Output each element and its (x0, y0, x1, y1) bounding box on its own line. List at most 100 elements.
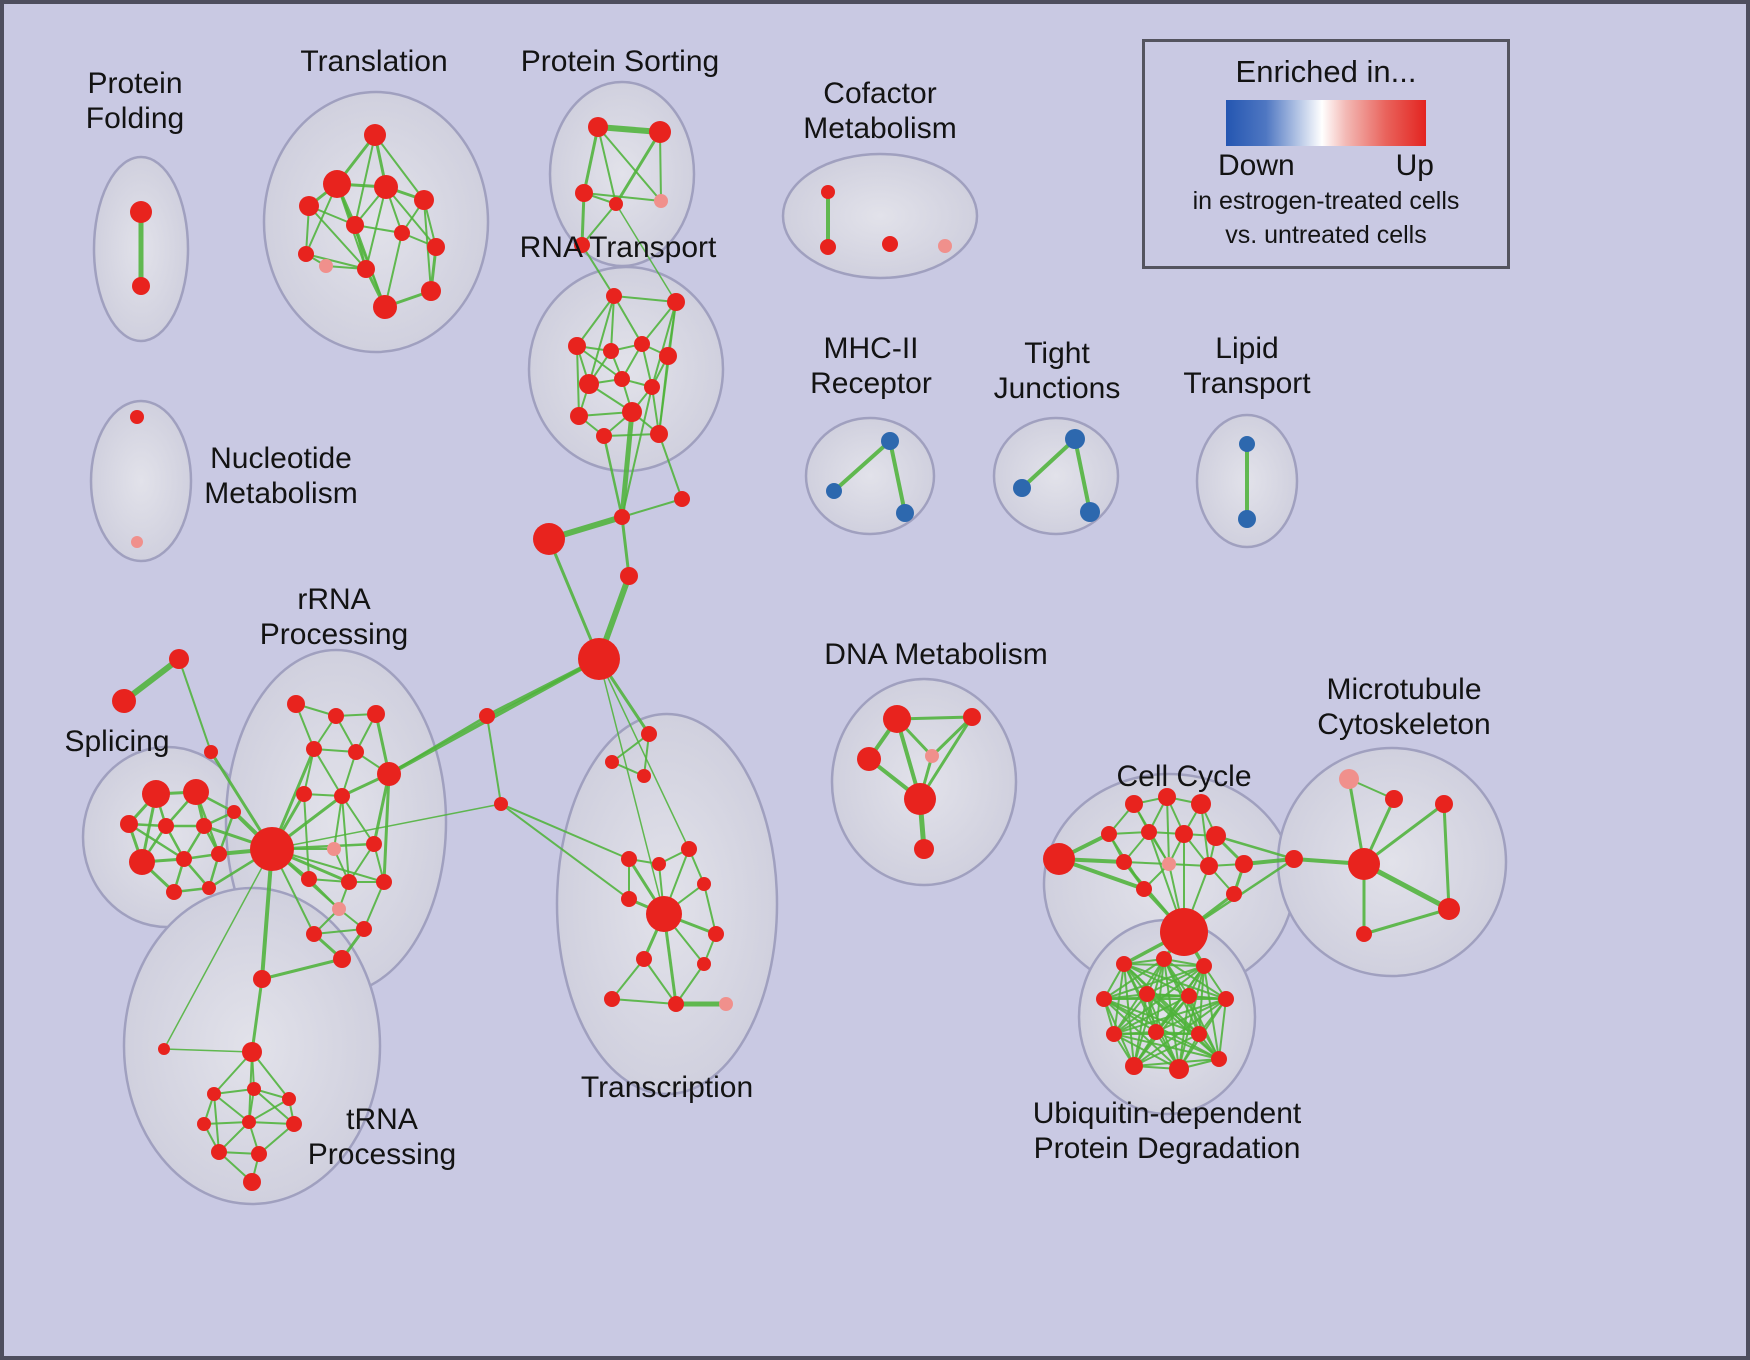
network-edge (1103, 965, 1205, 1000)
cluster-label-splicing: Splicing (64, 725, 170, 758)
network-edge (1113, 993, 1148, 1035)
network-edge (1362, 802, 1446, 866)
network-edge (547, 537, 601, 661)
node-rnat (603, 343, 619, 359)
cluster-ellipse-nuc (89, 399, 193, 563)
node-ps (609, 197, 623, 211)
network-edge (703, 883, 717, 935)
network-edge (384, 232, 403, 308)
node-rrna (366, 836, 382, 852)
network-edge (213, 1093, 220, 1153)
network-edge (1133, 993, 1148, 1067)
node-ubi (1148, 1024, 1164, 1040)
cluster-label-dna: DNA Metabolism (824, 638, 1048, 671)
node-translation (299, 196, 319, 216)
node-transcription (621, 851, 637, 867)
node-cc (1043, 843, 1075, 875)
network-edge (260, 957, 344, 981)
network-edge (621, 386, 653, 518)
node-cc (1175, 825, 1193, 843)
node-cc (1158, 788, 1176, 806)
network-edge (582, 125, 600, 195)
node-rnat (614, 371, 630, 387)
node-mt (1285, 850, 1303, 868)
node-trna (251, 1146, 267, 1162)
network-edge (598, 658, 690, 850)
network-edge (832, 439, 892, 493)
node-trna (207, 1087, 221, 1101)
network-edge (576, 345, 623, 380)
node-splicing (196, 818, 212, 834)
node-conn (169, 649, 189, 669)
network-edge (1200, 803, 1210, 867)
network-edge (576, 295, 615, 347)
network-edge (641, 301, 677, 345)
node-trna (197, 1117, 211, 1131)
network-edge (308, 205, 367, 270)
node-ubi (1196, 958, 1212, 974)
node-tight (1080, 502, 1100, 522)
node-trna (282, 1092, 296, 1106)
node-translation (357, 260, 375, 278)
node-translation (319, 259, 333, 273)
network-edge (1113, 998, 1227, 1035)
network-edge (1361, 861, 1452, 912)
network-edge (576, 345, 580, 417)
network-edge (203, 1121, 250, 1125)
node-trna (211, 1144, 227, 1160)
node-rnat (644, 379, 660, 395)
cluster-label-trna: tRNA Processing (307, 1103, 457, 1172)
network-edge (1113, 995, 1190, 1035)
node-splicing (129, 849, 155, 875)
node-cc (1200, 857, 1218, 875)
network-edge (333, 795, 343, 850)
node-translation (298, 246, 314, 262)
node-dna (883, 705, 911, 733)
node-ubi (1139, 986, 1155, 1002)
legend-down-label: Down (1218, 149, 1295, 182)
node-ubi (1096, 991, 1112, 1007)
node-cc (1206, 826, 1226, 846)
node-translation (346, 216, 364, 234)
node-mhc (826, 483, 842, 499)
node-rrna (296, 786, 312, 802)
network-edge (1103, 958, 1165, 1000)
node-cofactor (882, 236, 898, 252)
node-cofactor (938, 239, 952, 253)
node-rrna (250, 827, 294, 871)
network-edge (336, 183, 386, 308)
node-transcription (708, 926, 724, 942)
node-rnat (622, 402, 642, 422)
cluster-label-cc: Cell Cycle (1116, 760, 1252, 793)
network-edge (643, 958, 677, 1005)
network-edge (163, 848, 273, 1050)
node-splicing (227, 805, 241, 819)
node-translation (421, 281, 441, 301)
network-edge (382, 772, 391, 884)
legend-up-label: Up (1395, 149, 1434, 182)
node-tight (1013, 479, 1031, 497)
network-edge (1218, 998, 1227, 1060)
node-ubi (1116, 956, 1132, 972)
node-dna (857, 747, 881, 771)
legend-gradient-bar (1226, 100, 1426, 146)
node-conn (614, 509, 630, 525)
node-splicing (176, 851, 192, 867)
node-rrna (376, 874, 392, 890)
network-edge (1362, 907, 1451, 936)
node-mt (1356, 926, 1372, 942)
node-rrna (306, 741, 322, 757)
node-ubi (1156, 951, 1172, 967)
network-edge (363, 881, 385, 930)
node-transcription (652, 857, 666, 871)
node-mt (1438, 898, 1460, 920)
legend-caption-line1: in estrogen-treated cells (1192, 187, 1460, 215)
node-translation (364, 124, 386, 146)
node-trna (242, 1115, 256, 1129)
network-edge (341, 795, 375, 845)
network-edge (500, 803, 630, 900)
network-edge (610, 295, 615, 352)
network-edge (1113, 958, 1165, 1035)
node-translation (394, 225, 410, 241)
network-edge (1146, 993, 1220, 1060)
